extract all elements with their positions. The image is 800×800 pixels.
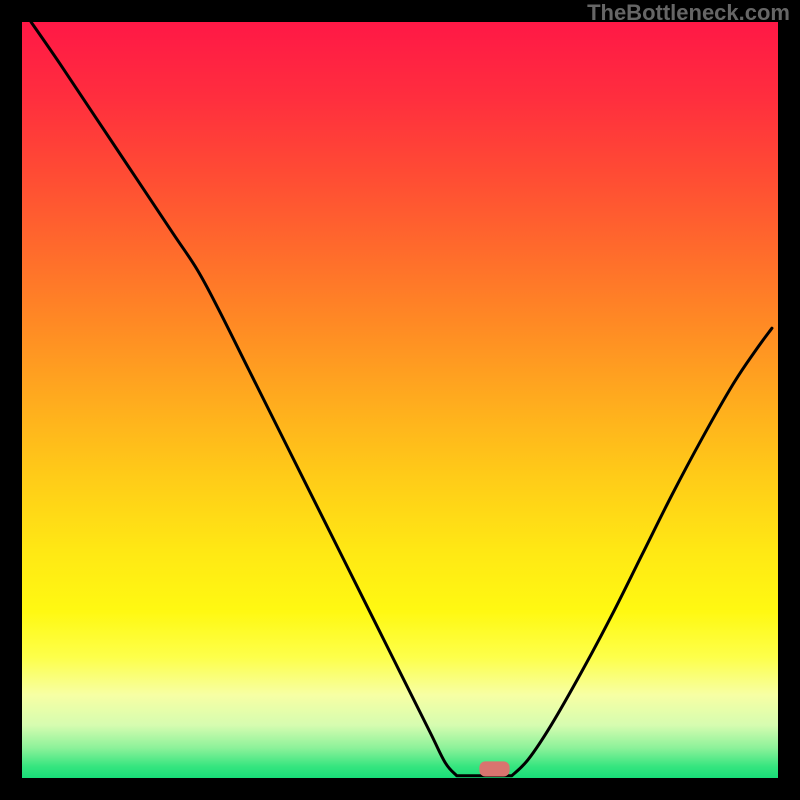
bottleneck-chart: [22, 22, 778, 778]
watermark-text: TheBottleneck.com: [587, 0, 790, 26]
optimal-marker: [479, 761, 509, 776]
chart-frame: TheBottleneck.com: [0, 0, 800, 800]
chart-background: [22, 22, 778, 778]
